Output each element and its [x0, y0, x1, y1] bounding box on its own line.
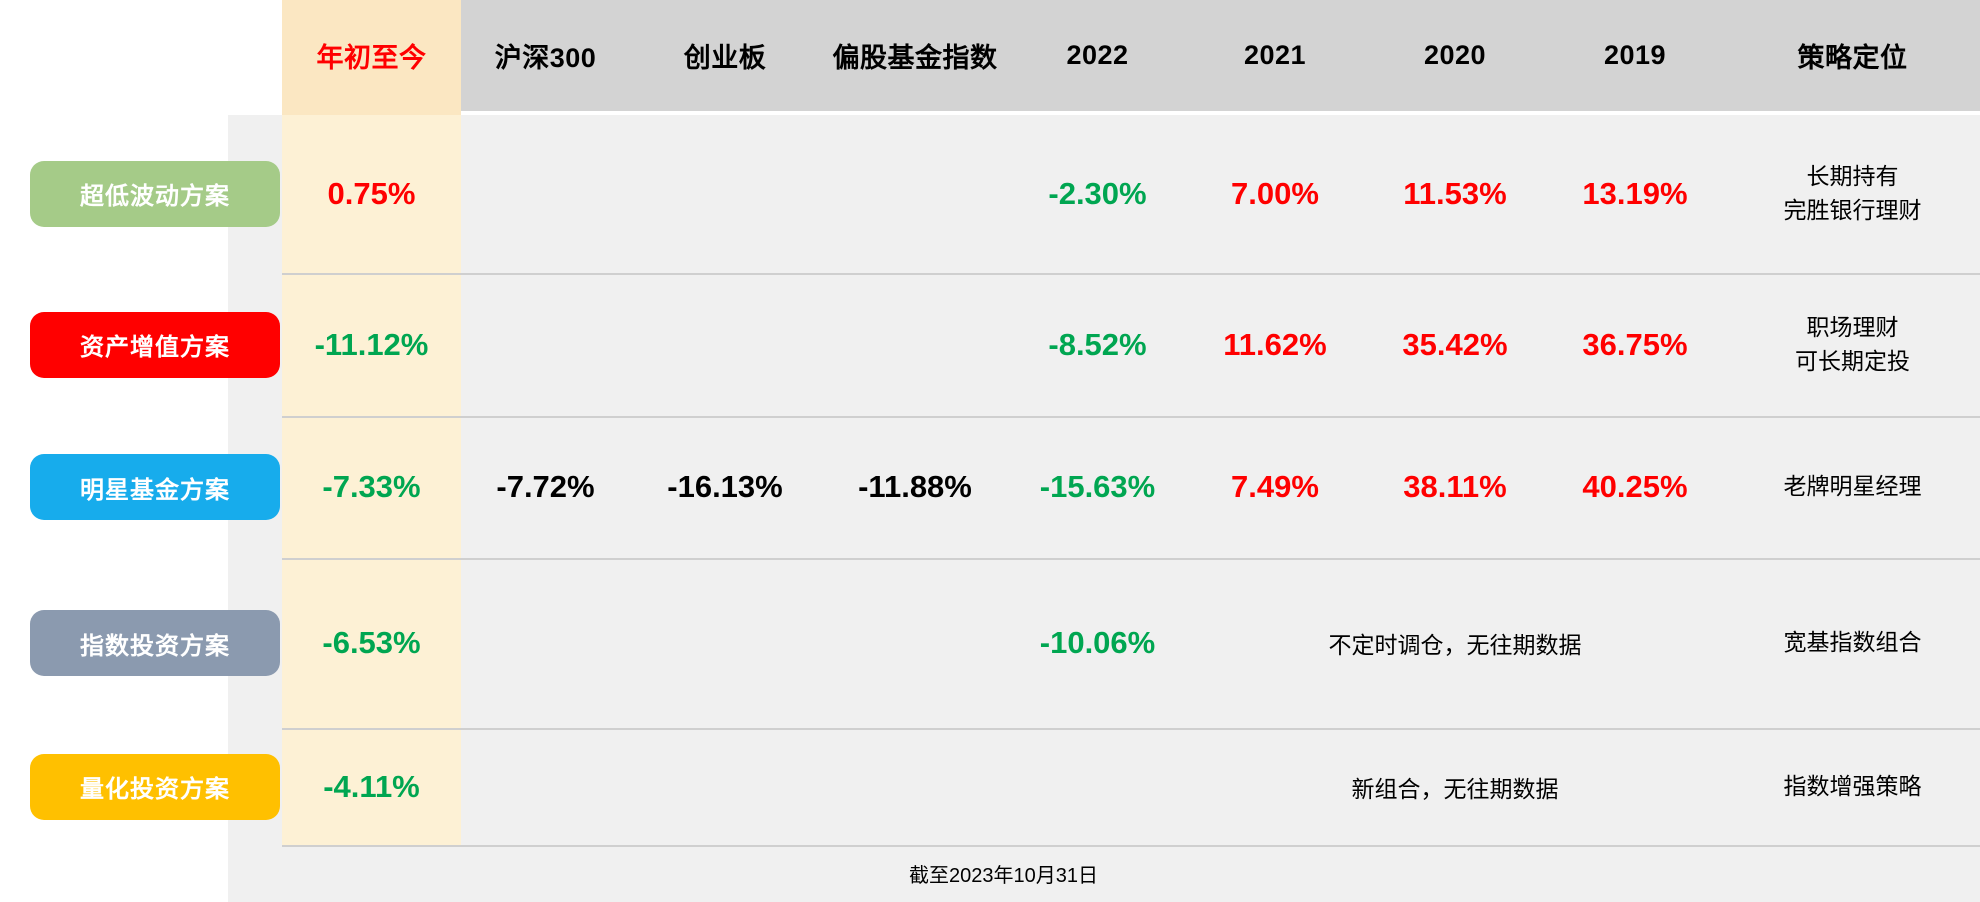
cell-strategy: 宽基指数组合 — [1725, 558, 1980, 728]
as-of-date: 截至2023年10月31日 — [909, 865, 1098, 887]
strategy-line: 老牌明星经理 — [1783, 473, 1922, 500]
column-header-ytd: 年初至今 — [316, 43, 427, 73]
cell-2019: 13.19% — [1582, 175, 1688, 211]
column-header-hs300: 沪深300 — [494, 43, 597, 73]
cell-strategy: 老牌明星经理 — [1725, 416, 1980, 558]
plan-label: 指数投资方案 — [80, 632, 230, 660]
strategy-line: 宽基指数组合 — [1783, 629, 1922, 656]
cell-2019: 36.75% — [1582, 326, 1688, 362]
column-header-2021: 2021 — [1243, 40, 1307, 70]
plan-label: 明星基金方案 — [80, 476, 230, 504]
cell-ytd: -11.12% — [314, 326, 429, 362]
column-header-equity-fund-index: 偏股基金指数 — [832, 43, 998, 73]
header-band-background — [461, 0, 1980, 111]
cell-2019: 40.25% — [1582, 469, 1688, 504]
table-row-quant-investing: 量化投资方案 -4.11% 新组合，无往期数据 指数增强策略 — [0, 728, 1980, 884]
cell-no-history-note: 不定时调仓，无往期数据 — [1328, 632, 1582, 658]
cell-2020: 35.42% — [1402, 326, 1508, 362]
cell-2020: 38.11% — [1403, 469, 1507, 504]
plan-label: 超低波动方案 — [80, 183, 230, 210]
strategy-line: 完胜银行理财 — [1783, 196, 1922, 223]
table-row-index-investing: 指数投资方案 -6.53% -10.06% 不定时调仓，无往期数据 宽基指数组合 — [0, 558, 1980, 774]
plan-pill-star-fund: 明星基金方案 — [30, 454, 280, 520]
plan-label: 资产增值方案 — [80, 334, 230, 361]
cell-strategy: 职场理财 可长期定投 — [1725, 273, 1980, 416]
row-divider — [282, 845, 1980, 847]
cell-no-history-note: 新组合，无往期数据 — [1351, 775, 1559, 802]
cell-equity-fund-index: -11.88% — [858, 469, 972, 504]
cell-hs300: -7.72% — [496, 469, 595, 504]
cell-2020: 11.53% — [1403, 175, 1507, 211]
plan-pill-quant-investing: 量化投资方案 — [30, 753, 280, 820]
cell-2022: -10.06% — [1039, 625, 1156, 660]
row-divider — [282, 416, 1980, 418]
ytd-column-header-background — [282, 0, 461, 115]
table-row-ultra-low-volatility: 超低波动方案 0.75% -2.30% 7.00% 11.53% 13.19% … — [0, 114, 1980, 281]
row-divider — [282, 558, 1980, 560]
column-header-2020: 2020 — [1423, 40, 1487, 70]
ytd-column-body-background — [282, 115, 461, 845]
cell-ytd: 0.75% — [327, 175, 416, 211]
plan-pill-ultra-low-volatility: 超低波动方案 — [30, 160, 280, 227]
table-row-star-fund: 明星基金方案 -7.33% -7.72% -16.13% -11.88% -15… — [0, 416, 1980, 578]
row-divider — [282, 273, 1980, 275]
cell-2021: 7.00% — [1231, 175, 1319, 211]
cell-strategy: 指数增强策略 — [1725, 728, 1980, 845]
cell-2021: 7.49% — [1231, 469, 1319, 504]
strategy-line: 可长期定投 — [1795, 347, 1910, 374]
cell-2022: -15.63% — [1039, 469, 1156, 504]
column-header-chinext: 创业板 — [683, 43, 767, 73]
header-row: 年初至今 沪深300 创业板 偏股基金指数 2022 2021 2020 201… — [0, 0, 1980, 111]
cell-ytd: -7.33% — [322, 469, 421, 504]
footer-row: 截至2023年10月31日 — [0, 845, 1980, 902]
plan-label: 量化投资方案 — [80, 776, 230, 803]
cell-2022: -2.30% — [1048, 175, 1147, 211]
column-header-2022: 2022 — [1066, 40, 1129, 70]
cell-chinext: -16.13% — [667, 469, 783, 504]
plan-pill-index-investing: 指数投资方案 — [30, 610, 280, 676]
strategy-line: 职场理财 — [1806, 314, 1899, 341]
cell-2021: 11.62% — [1223, 326, 1327, 362]
cell-strategy: 长期持有 完胜银行理财 — [1725, 114, 1980, 273]
column-header-2019: 2019 — [1603, 40, 1667, 70]
plan-pill-asset-growth: 资产增值方案 — [30, 311, 280, 378]
column-header-strategy: 策略定位 — [1797, 43, 1908, 73]
table-row-asset-growth: 资产增值方案 -11.12% -8.52% 11.62% 35.42% 36.7… — [0, 273, 1980, 456]
cell-ytd: -6.53% — [322, 625, 421, 660]
cell-ytd: -4.11% — [323, 768, 420, 804]
strategy-line: 长期持有 — [1806, 163, 1899, 190]
table-body-background — [228, 115, 1980, 902]
cell-2022: -8.52% — [1048, 326, 1147, 362]
strategy-line: 指数增强策略 — [1783, 772, 1922, 799]
row-divider — [282, 728, 1980, 730]
